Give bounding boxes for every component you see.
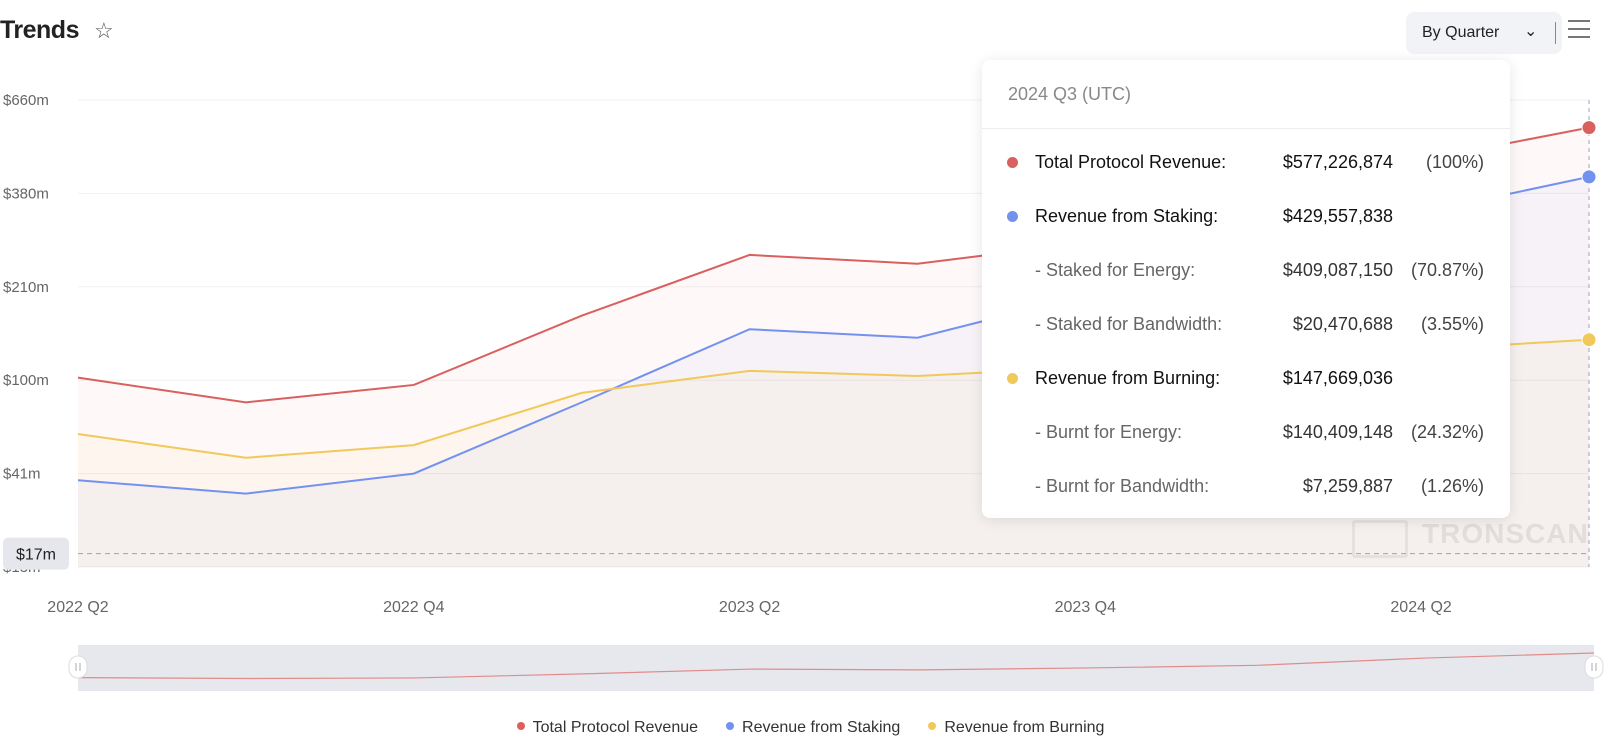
tooltip-label: - Burnt for Bandwidth: xyxy=(1035,476,1210,496)
tooltip-row: Revenue from Burning: $147,669,036 xyxy=(982,366,1510,390)
tooltip-row: - Burnt for Bandwidth: $7,259,887 (1.26%) xyxy=(982,474,1510,498)
tooltip-label: - Burnt for Energy: xyxy=(1035,422,1183,442)
tooltip-value: $7,259,887 xyxy=(1302,476,1393,496)
x-tick-label: 2022 Q2 xyxy=(47,599,108,616)
legend-item-burning[interactable]: Revenue from Burning xyxy=(928,719,1104,737)
tooltip-label: Total Protocol Revenue: xyxy=(1035,152,1227,172)
tooltip-percent: (3.55%) xyxy=(1420,314,1484,334)
slider-handle-left[interactable] xyxy=(68,655,88,679)
data-point-burning xyxy=(1581,332,1597,348)
legend-label: Revenue from Burning xyxy=(944,719,1105,736)
y-tick-label: $100m xyxy=(3,372,49,389)
y-tick-label: $210m xyxy=(3,279,49,296)
tooltip-value: $429,557,838 xyxy=(1282,206,1393,226)
legend-dot-icon xyxy=(928,722,937,730)
data-point-staking xyxy=(1581,169,1597,185)
tooltip-percent: (100%) xyxy=(1425,152,1484,172)
series-dot-icon xyxy=(1007,157,1018,168)
series-dot-icon xyxy=(1007,211,1018,222)
tooltip-value: $140,409,148 xyxy=(1282,422,1393,442)
tooltip-row: Revenue from Staking: $429,557,838 xyxy=(982,204,1510,228)
x-tick-label: 2022 Q4 xyxy=(383,599,444,616)
tooltip-value: $577,226,874 xyxy=(1282,152,1393,172)
tooltip-row: - Burnt for Energy: $140,409,148 (24.32%) xyxy=(982,420,1510,444)
tooltip-row: - Staked for Energy: $409,087,150 (70.87%) xyxy=(982,258,1510,282)
tooltip: 2024 Q3 (UTC) Total Protocol Revenue: $57… xyxy=(982,60,1510,518)
data-point-total xyxy=(1581,120,1597,136)
watermark: TRONSCAN xyxy=(1422,518,1589,550)
tooltip-percent: (70.87%) xyxy=(1410,260,1484,280)
y-pointer-badge xyxy=(3,537,69,570)
y-tick-label: $41m xyxy=(3,466,41,483)
page-title: Trends xyxy=(0,16,79,44)
tooltip-value: $147,669,036 xyxy=(1282,368,1393,388)
tooltip-label: - Staked for Energy: xyxy=(1035,260,1196,280)
chevron-down-icon: ⌄ xyxy=(1524,23,1538,40)
divider xyxy=(1555,22,1556,44)
y-tick-label: $380m xyxy=(3,185,49,202)
slider-handle-right[interactable] xyxy=(1584,655,1604,679)
star-outline-icon[interactable]: ☆ xyxy=(94,18,114,43)
tooltip-percent: (24.32%) xyxy=(1410,422,1484,442)
tooltip-divider xyxy=(982,128,1510,129)
tooltip-label: Revenue from Staking: xyxy=(1035,206,1219,226)
legend-dot-icon xyxy=(516,722,525,730)
data-zoom-slider xyxy=(78,645,1594,691)
tooltip-value: $20,470,688 xyxy=(1292,314,1393,334)
tooltip-row: - Staked for Bandwidth: $20,470,688 (3.55%… xyxy=(982,312,1510,336)
legend-label: Revenue from Staking xyxy=(742,719,901,736)
y-pointer-label: $17m xyxy=(16,547,56,564)
hamburger-menu-icon[interactable] xyxy=(1568,20,1590,38)
x-tick-label: 2024 Q2 xyxy=(1390,599,1451,616)
legend-label: Total Protocol Revenue xyxy=(532,719,699,736)
x-tick-label: 2023 Q4 xyxy=(1055,599,1116,616)
period-select[interactable]: By Quarter ⌄ xyxy=(1406,12,1562,54)
slider-preview-line xyxy=(77,652,1595,680)
tronscan-logo-icon xyxy=(1352,520,1408,558)
y-tick-label: $660m xyxy=(3,92,49,109)
tooltip-label: - Staked for Bandwidth: xyxy=(1035,314,1223,334)
tooltip-label: Revenue from Burning: xyxy=(1035,368,1221,388)
period-select-value: By Quarter xyxy=(1422,24,1500,41)
tooltip-value: $409,087,150 xyxy=(1282,260,1393,280)
series-dot-icon xyxy=(1007,373,1018,384)
legend-item-total[interactable]: Total Protocol Revenue xyxy=(516,719,699,737)
tooltip-title: 2024 Q3 (UTC) xyxy=(1008,84,1132,104)
x-tick-label: 2023 Q2 xyxy=(719,599,780,616)
tooltip-percent: (1.26%) xyxy=(1420,476,1484,496)
legend-dot-icon xyxy=(726,722,735,730)
tooltip-row: Total Protocol Revenue: $577,226,874 (100%… xyxy=(982,150,1510,174)
legend: Total Protocol Revenue Revenue from Staki… xyxy=(0,719,1621,737)
legend-item-staking[interactable]: Revenue from Staking xyxy=(726,719,900,737)
